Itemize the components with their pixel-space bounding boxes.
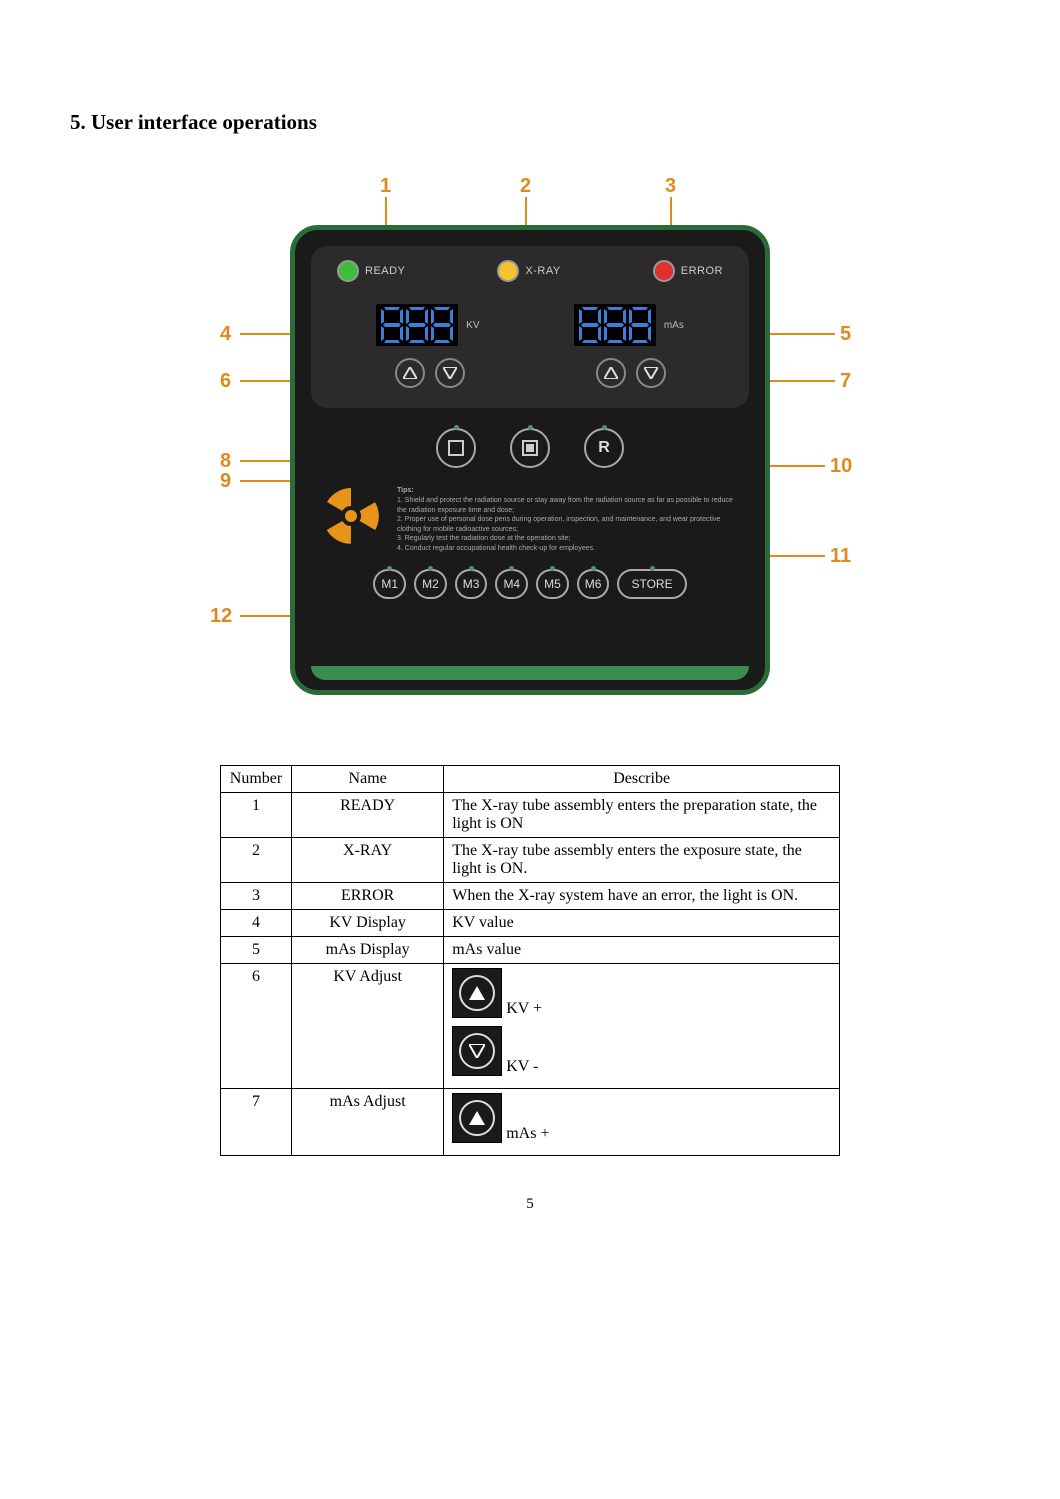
m3-button[interactable]: M3 xyxy=(455,569,488,599)
callout-12: 12 xyxy=(210,605,232,628)
panel-top-section: READY X-RAY ERROR K xyxy=(311,246,749,408)
section-heading: 5. User interface operations xyxy=(70,110,990,135)
radiation-icon xyxy=(321,486,381,553)
reset-button[interactable]: R xyxy=(584,428,624,468)
square-outline-icon xyxy=(448,440,464,456)
mas-down-button[interactable] xyxy=(636,358,666,388)
table-row: 2 X-RAY The X-ray tube assembly enters t… xyxy=(221,838,840,883)
xray-label: X-RAY xyxy=(525,265,560,277)
mas-up-icon-cell xyxy=(452,1093,502,1143)
m5-button[interactable]: M5 xyxy=(536,569,569,599)
ready-led-icon xyxy=(337,260,359,282)
callout-11: 11 xyxy=(830,545,851,568)
callout-6: 6 xyxy=(220,370,231,393)
tips-line-3: 3. Regularly test the radiation dose at … xyxy=(397,534,739,543)
kv-seven-segment xyxy=(376,304,458,346)
square-filled-icon xyxy=(522,440,538,456)
kv-unit-label: KV xyxy=(466,320,479,331)
callout-5: 5 xyxy=(840,323,851,346)
error-label: ERROR xyxy=(681,265,723,277)
kv-minus-label: KV - xyxy=(506,1058,538,1076)
kv-plus-label: KV + xyxy=(506,1000,542,1018)
store-button[interactable]: STORE xyxy=(617,569,686,599)
kv-dn-icon-cell xyxy=(452,1026,502,1076)
r-letter-icon: R xyxy=(598,439,610,457)
mas-up-button[interactable] xyxy=(596,358,626,388)
triangle-down-icon xyxy=(443,367,457,379)
m1-button[interactable]: M1 xyxy=(373,569,406,599)
col-number-header: Number xyxy=(221,766,292,793)
m4-button[interactable]: M4 xyxy=(495,569,528,599)
table-row: 4 KV Display KV value xyxy=(221,910,840,937)
triangle-up-icon xyxy=(604,367,618,379)
callout-3: 3 xyxy=(665,175,676,198)
description-table: Number Name Describe 1 READY The X-ray t… xyxy=(220,765,840,1156)
mas-display: mAs xyxy=(574,304,684,346)
table-row: 6 KV Adjust KV + KV - xyxy=(221,964,840,1089)
tips-line-2: 2. Proper use of personal dose pens duri… xyxy=(397,515,739,534)
triangle-up-icon xyxy=(469,1111,485,1125)
focus-small-button[interactable] xyxy=(510,428,550,468)
kv-up-button[interactable] xyxy=(395,358,425,388)
m2-button[interactable]: M2 xyxy=(414,569,447,599)
callout-10: 10 xyxy=(830,455,852,478)
memory-row: M1 M2 M3 M4 M5 M6 STORE xyxy=(311,569,749,605)
kv-down-button[interactable] xyxy=(435,358,465,388)
tips-section: Tips: 1. Shield and protect the radiatio… xyxy=(311,486,749,553)
triangle-down-icon xyxy=(469,1044,485,1058)
mas-seven-segment xyxy=(574,304,656,346)
callout-9: 9 xyxy=(220,470,231,493)
triangle-down-icon xyxy=(644,367,658,379)
callout-2: 2 xyxy=(520,175,531,198)
kv-up-icon-cell xyxy=(452,968,502,1018)
triangle-up-icon xyxy=(469,986,485,1000)
table-row: 1 READY The X-ray tube assembly enters t… xyxy=(221,793,840,838)
xray-indicator: X-RAY xyxy=(497,260,560,282)
col-describe-header: Describe xyxy=(444,766,840,793)
tips-line-4: 4. Conduct regular occupational health c… xyxy=(397,544,739,553)
error-led-icon xyxy=(653,260,675,282)
callout-4: 4 xyxy=(220,323,231,346)
error-indicator: ERROR xyxy=(653,260,723,282)
table-row: 5 mAs Display mAs value xyxy=(221,937,840,964)
mas-adjust-group xyxy=(596,358,666,388)
tips-line-1: 1. Shield and protect the radiation sour… xyxy=(397,496,739,515)
col-name-header: Name xyxy=(292,766,444,793)
ready-indicator: READY xyxy=(337,260,405,282)
kv-adjust-group xyxy=(395,358,465,388)
panel-diagram: 1 2 3 .a1::after{border-top-color:#e08a1… xyxy=(150,175,910,735)
ready-label: READY xyxy=(365,265,405,277)
xray-led-icon xyxy=(497,260,519,282)
triangle-up-icon xyxy=(403,367,417,379)
m6-button[interactable]: M6 xyxy=(577,569,610,599)
callout-1: 1 xyxy=(380,175,391,198)
page-number: 5 xyxy=(70,1196,990,1213)
callout-7: 7 xyxy=(840,370,851,393)
focus-large-button[interactable] xyxy=(436,428,476,468)
mas-unit-label: mAs xyxy=(664,320,684,331)
table-row: 7 mAs Adjust mAs + xyxy=(221,1089,840,1156)
table-row: 3 ERROR When the X-ray system have an er… xyxy=(221,883,840,910)
tips-title: Tips: xyxy=(397,486,739,495)
mas-plus-label: mAs + xyxy=(506,1125,549,1143)
panel-footer-strip xyxy=(311,666,749,680)
control-panel: READY X-RAY ERROR K xyxy=(290,225,770,695)
kv-display: KV xyxy=(376,304,479,346)
